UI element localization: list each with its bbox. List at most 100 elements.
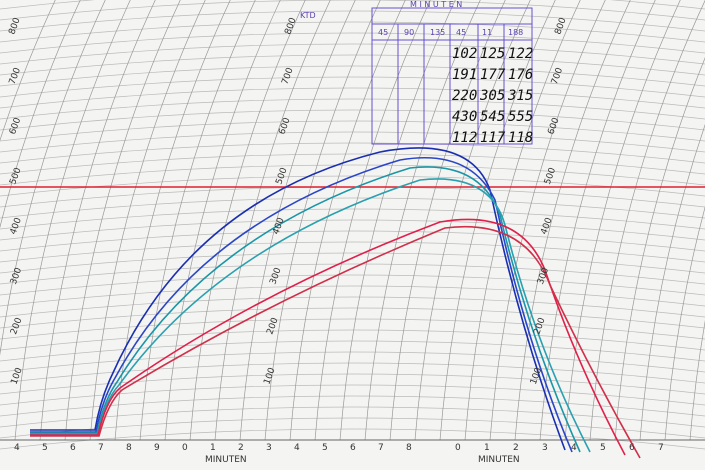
grid-arc xyxy=(0,54,705,76)
grid-curve xyxy=(14,0,131,441)
grid-arc xyxy=(0,274,705,296)
scale-label: 700 xyxy=(280,66,295,86)
minuten-label: MINUTEN xyxy=(478,455,520,465)
handwritten-value: 122 xyxy=(508,46,533,62)
bottom-tick: 0 xyxy=(182,443,188,453)
handwritten-value: 177 xyxy=(480,67,506,83)
grid-curve xyxy=(414,0,531,441)
chart-grid xyxy=(0,0,705,450)
grid-curve xyxy=(589,0,705,441)
scale-label: 500 xyxy=(8,166,23,186)
grid-curve xyxy=(539,0,656,441)
bottom-tick: 0 xyxy=(455,443,461,453)
scale-label: 400 xyxy=(271,216,286,236)
bottom-tick: 7 xyxy=(378,443,384,453)
grid-arc xyxy=(0,10,705,32)
handwritten-value: 125 xyxy=(480,46,505,62)
grid-arc xyxy=(0,263,705,285)
scale-label: 500 xyxy=(543,166,558,186)
grid-curve xyxy=(439,0,556,441)
handwritten-value: 315 xyxy=(507,88,533,104)
scale-label: 200 xyxy=(265,316,280,336)
bottom-tick: 4 xyxy=(14,443,20,453)
bottom-tick: 9 xyxy=(154,443,160,453)
table-column: 90 xyxy=(404,28,414,37)
minuten-label: MINUTEN xyxy=(205,455,247,465)
bottom-tick: 3 xyxy=(542,443,548,453)
table-header: M I N U T E N xyxy=(410,0,462,9)
grid-curve xyxy=(389,0,506,441)
bottom-tick: 4 xyxy=(294,443,300,453)
grid-arc xyxy=(0,43,705,65)
scale-label: 800 xyxy=(283,16,298,36)
grid-arc xyxy=(0,0,705,21)
bottom-tick: 2 xyxy=(513,443,519,453)
scale-label: 200 xyxy=(9,316,24,336)
grid-arc xyxy=(0,153,705,175)
grid-arc xyxy=(0,109,705,131)
grid-arc xyxy=(0,98,705,120)
grid-curve xyxy=(614,57,705,441)
handwritten-value: 176 xyxy=(508,67,533,83)
grid-arc xyxy=(0,329,705,351)
grid-arc xyxy=(0,0,705,10)
handwritten-value: 220 xyxy=(452,88,477,104)
grid-curve xyxy=(164,0,281,441)
handwritten-value: 117 xyxy=(480,130,506,146)
grid-curve xyxy=(0,0,56,142)
bottom-tick: 6 xyxy=(629,443,635,453)
grid-curve xyxy=(664,206,705,441)
grid-arc xyxy=(0,252,705,274)
bottom-tick: 7 xyxy=(98,443,104,453)
grid-curve xyxy=(39,0,156,441)
scale-label: 300 xyxy=(9,266,24,286)
grid-curve xyxy=(639,124,705,441)
ktd-label: KTD xyxy=(300,11,316,20)
scale-label: 600 xyxy=(8,116,23,136)
grid-arc xyxy=(0,307,705,329)
grid-arc xyxy=(0,21,705,43)
grid-curve xyxy=(364,0,481,441)
grid-arc xyxy=(0,164,705,186)
bottom-tick: 8 xyxy=(406,443,412,453)
grid-arc xyxy=(0,142,705,164)
scale-label: 200 xyxy=(532,316,547,336)
grid-arc xyxy=(0,428,705,450)
grid-arc xyxy=(0,175,705,197)
grid-arc xyxy=(0,241,705,263)
table-column: 11 xyxy=(482,28,492,37)
bottom-tick: 5 xyxy=(42,443,48,453)
bottom-tick: 8 xyxy=(126,443,132,453)
grid-curve xyxy=(0,0,106,356)
grid-arc xyxy=(0,87,705,109)
handwritten-value: 118 xyxy=(508,130,533,146)
grid-arc xyxy=(0,208,705,230)
grid-curve xyxy=(264,0,381,441)
grid-arc xyxy=(0,65,705,87)
grid-curve xyxy=(139,0,256,441)
grid-arc xyxy=(0,351,705,373)
bottom-tick: 7 xyxy=(658,443,664,453)
grid-curve xyxy=(339,0,456,441)
scale-label: 600 xyxy=(546,116,561,136)
bottom-tick: 2 xyxy=(238,443,244,453)
handwritten-value: 102 xyxy=(452,46,477,62)
grid-arc xyxy=(0,417,705,439)
bottom-tick: 4 xyxy=(571,443,577,453)
grid-curve xyxy=(564,0,681,441)
grid-arc xyxy=(0,285,705,307)
handwritten-value: 555 xyxy=(508,109,533,125)
grid-curve xyxy=(114,0,231,441)
bottom-tick: 6 xyxy=(350,443,356,453)
bottom-tick: 3 xyxy=(266,443,272,453)
grid-curve xyxy=(89,0,206,441)
grid-arc xyxy=(0,131,705,153)
scale-label: 100 xyxy=(10,366,25,386)
grid-curve xyxy=(214,0,331,441)
scale-label: 600 xyxy=(277,116,292,136)
grid-arc xyxy=(0,373,705,395)
grid-curve xyxy=(489,0,606,441)
grid-arc xyxy=(0,120,705,142)
handwritten-value: 191 xyxy=(452,67,477,83)
